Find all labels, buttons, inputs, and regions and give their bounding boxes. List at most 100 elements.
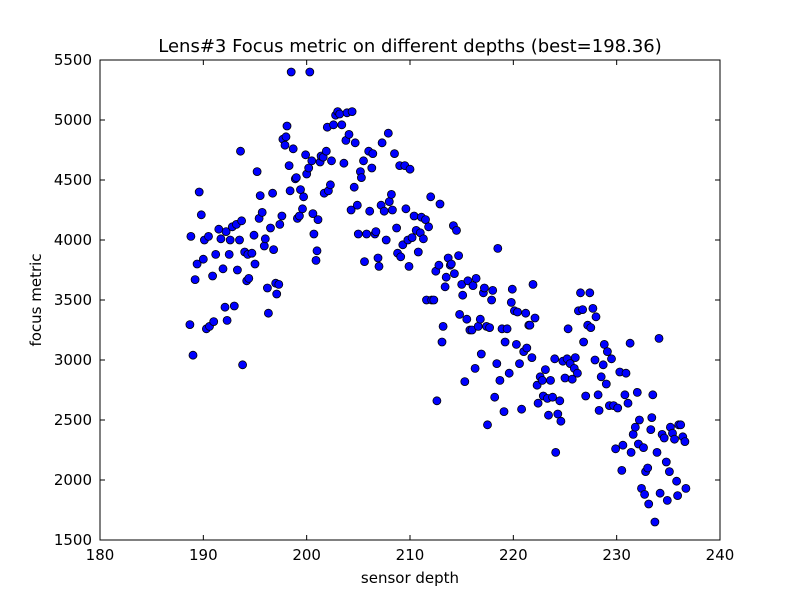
data-point bbox=[272, 289, 282, 299]
data-point bbox=[214, 224, 224, 234]
data-point bbox=[470, 363, 480, 373]
data-point bbox=[198, 254, 208, 264]
data-point bbox=[407, 233, 417, 243]
y-tick-label: 4500 bbox=[54, 171, 92, 189]
data-point bbox=[490, 392, 500, 402]
x-tick-label: 220 bbox=[499, 546, 528, 564]
data-point bbox=[473, 321, 483, 331]
data-point bbox=[252, 167, 262, 177]
data-point bbox=[576, 288, 585, 298]
data-point bbox=[596, 372, 606, 382]
data-point bbox=[225, 235, 235, 245]
data-point bbox=[371, 227, 381, 237]
data-point bbox=[652, 447, 662, 457]
data-point bbox=[229, 301, 239, 311]
data-point bbox=[579, 337, 588, 347]
data-point bbox=[506, 297, 516, 307]
data-point bbox=[513, 307, 522, 317]
data-point bbox=[475, 314, 485, 324]
data-point bbox=[560, 373, 570, 383]
data-point bbox=[284, 161, 294, 171]
data-point bbox=[446, 259, 456, 269]
data-point bbox=[607, 354, 616, 364]
data-point bbox=[307, 156, 317, 166]
data-point bbox=[373, 253, 383, 263]
data-point bbox=[553, 409, 563, 419]
data-point bbox=[325, 180, 335, 190]
data-point bbox=[185, 320, 195, 330]
data-point bbox=[476, 349, 486, 359]
data-point bbox=[257, 207, 267, 217]
data-point bbox=[556, 416, 566, 426]
data-point bbox=[479, 283, 489, 293]
data-point bbox=[548, 392, 557, 402]
data-point bbox=[250, 259, 260, 269]
x-tick-label: 210 bbox=[396, 546, 425, 564]
data-point bbox=[525, 320, 535, 330]
data-point bbox=[288, 144, 298, 154]
data-point bbox=[452, 225, 461, 235]
x-tick-label: 240 bbox=[706, 546, 735, 564]
data-point bbox=[275, 219, 285, 229]
data-point bbox=[349, 182, 359, 192]
data-point bbox=[502, 324, 512, 334]
data-point bbox=[235, 235, 244, 245]
data-point bbox=[521, 308, 531, 318]
y-tick-label: 5000 bbox=[54, 111, 92, 129]
data-point bbox=[499, 407, 509, 417]
data-point bbox=[654, 333, 664, 343]
data-point bbox=[405, 164, 415, 174]
data-point bbox=[367, 163, 377, 173]
x-tick-label: 180 bbox=[86, 546, 115, 564]
data-point bbox=[458, 290, 468, 300]
data-point bbox=[352, 200, 362, 210]
data-point bbox=[643, 463, 653, 473]
data-point bbox=[533, 398, 543, 408]
data-point bbox=[585, 288, 595, 298]
y-tick-label: 4000 bbox=[54, 231, 92, 249]
data-point bbox=[192, 259, 202, 269]
data-point bbox=[613, 403, 623, 413]
data-point bbox=[281, 132, 291, 142]
data-point bbox=[299, 192, 309, 202]
data-point bbox=[650, 517, 660, 527]
points-layer bbox=[185, 67, 691, 527]
data-point bbox=[468, 281, 478, 291]
data-point bbox=[655, 488, 665, 498]
y-tick-label: 2000 bbox=[54, 471, 92, 489]
data-point bbox=[623, 398, 633, 408]
data-point bbox=[249, 230, 259, 240]
data-point bbox=[220, 302, 230, 312]
data-point bbox=[578, 305, 587, 315]
data-point bbox=[544, 410, 553, 420]
x-tick-label: 190 bbox=[189, 546, 218, 564]
data-point bbox=[337, 120, 347, 130]
data-point bbox=[188, 350, 198, 360]
data-point bbox=[586, 323, 596, 333]
data-point bbox=[546, 375, 555, 385]
data-point bbox=[327, 156, 336, 166]
data-point bbox=[648, 390, 658, 400]
data-point bbox=[551, 447, 561, 457]
data-point bbox=[321, 146, 331, 156]
data-point bbox=[570, 353, 580, 363]
data-point bbox=[438, 321, 448, 331]
data-point bbox=[591, 312, 601, 322]
data-point bbox=[353, 229, 363, 239]
data-point bbox=[460, 377, 470, 387]
data-point bbox=[196, 210, 206, 220]
data-point bbox=[301, 150, 311, 160]
data-point bbox=[312, 246, 322, 256]
data-point bbox=[640, 489, 649, 499]
data-point bbox=[530, 313, 540, 323]
data-point bbox=[488, 285, 498, 295]
data-point bbox=[555, 396, 565, 406]
y-tick-label: 3000 bbox=[54, 351, 92, 369]
data-point bbox=[522, 343, 532, 353]
data-point bbox=[396, 252, 406, 262]
data-point bbox=[269, 245, 279, 255]
data-point bbox=[260, 234, 270, 244]
data-point bbox=[483, 420, 492, 430]
